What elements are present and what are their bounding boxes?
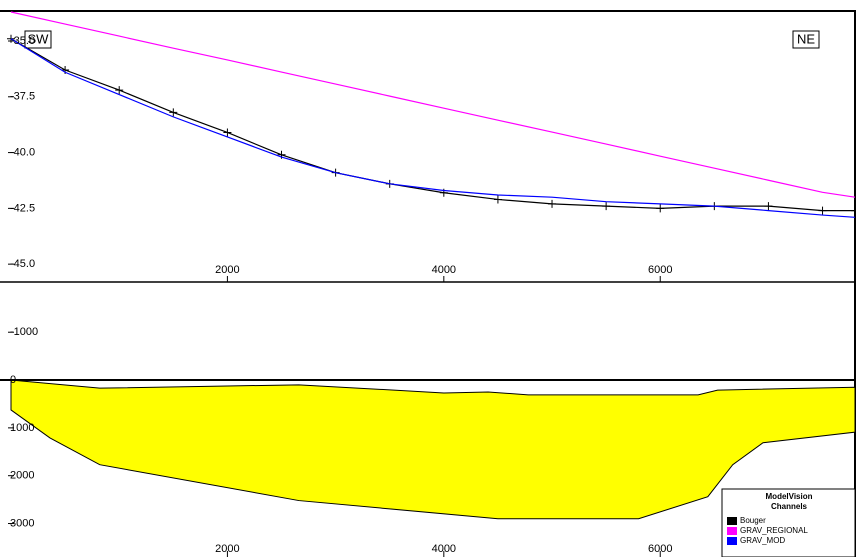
data-point — [851, 206, 856, 215]
sw-annotation: SW — [24, 30, 52, 49]
series-line — [10, 38, 856, 218]
y-tick-label: 1000 — [10, 422, 34, 434]
legend-box — [721, 488, 856, 557]
legend-swatch — [727, 527, 737, 535]
legend-label: GRAV_REGIONAL — [740, 526, 808, 535]
ne-annotation: NE — [792, 30, 820, 49]
data-point — [764, 202, 773, 211]
data-point — [818, 206, 827, 215]
x-tick-label: 2000 — [215, 543, 239, 555]
ne-box — [792, 30, 820, 49]
legend-label: GRAV_MOD — [740, 536, 785, 545]
y-tick-label: -42.5 — [10, 202, 35, 214]
legend-swatch — [727, 517, 737, 525]
x-tick-label: 4000 — [432, 264, 456, 276]
legend-swatch — [727, 537, 737, 545]
ne-label: NE — [797, 31, 815, 46]
y-tick-label: -40.0 — [10, 146, 35, 158]
x-tick-label: 6000 — [648, 264, 672, 276]
x-tick-label: 6000 — [648, 543, 672, 555]
body-polygon — [10, 379, 856, 520]
data-point — [115, 86, 124, 95]
sw-label: SW — [28, 31, 50, 46]
y-tick-label: 2000 — [10, 470, 34, 482]
y-tick-label: -37.5 — [10, 91, 35, 103]
data-point — [602, 202, 611, 211]
series-line — [10, 11, 856, 198]
y-tick-label: -45.0 — [10, 258, 35, 270]
sw-box — [24, 30, 52, 49]
y-tick-label: -1000 — [10, 326, 38, 338]
data-point — [169, 108, 178, 117]
y-tick-label: 0 — [10, 374, 16, 386]
data-point — [656, 204, 665, 213]
data-point — [548, 199, 557, 208]
legend-label: Bouger — [740, 516, 766, 525]
y-tick-label: 3000 — [10, 517, 34, 529]
data-point — [223, 128, 232, 137]
legend-title: ModelVision — [766, 492, 813, 501]
data-point — [493, 195, 502, 204]
y-tick-label: -35.0 — [10, 35, 35, 47]
x-tick-label: 2000 — [215, 264, 239, 276]
legend-title: Channels — [771, 502, 808, 511]
x-tick-label: 4000 — [432, 543, 456, 555]
